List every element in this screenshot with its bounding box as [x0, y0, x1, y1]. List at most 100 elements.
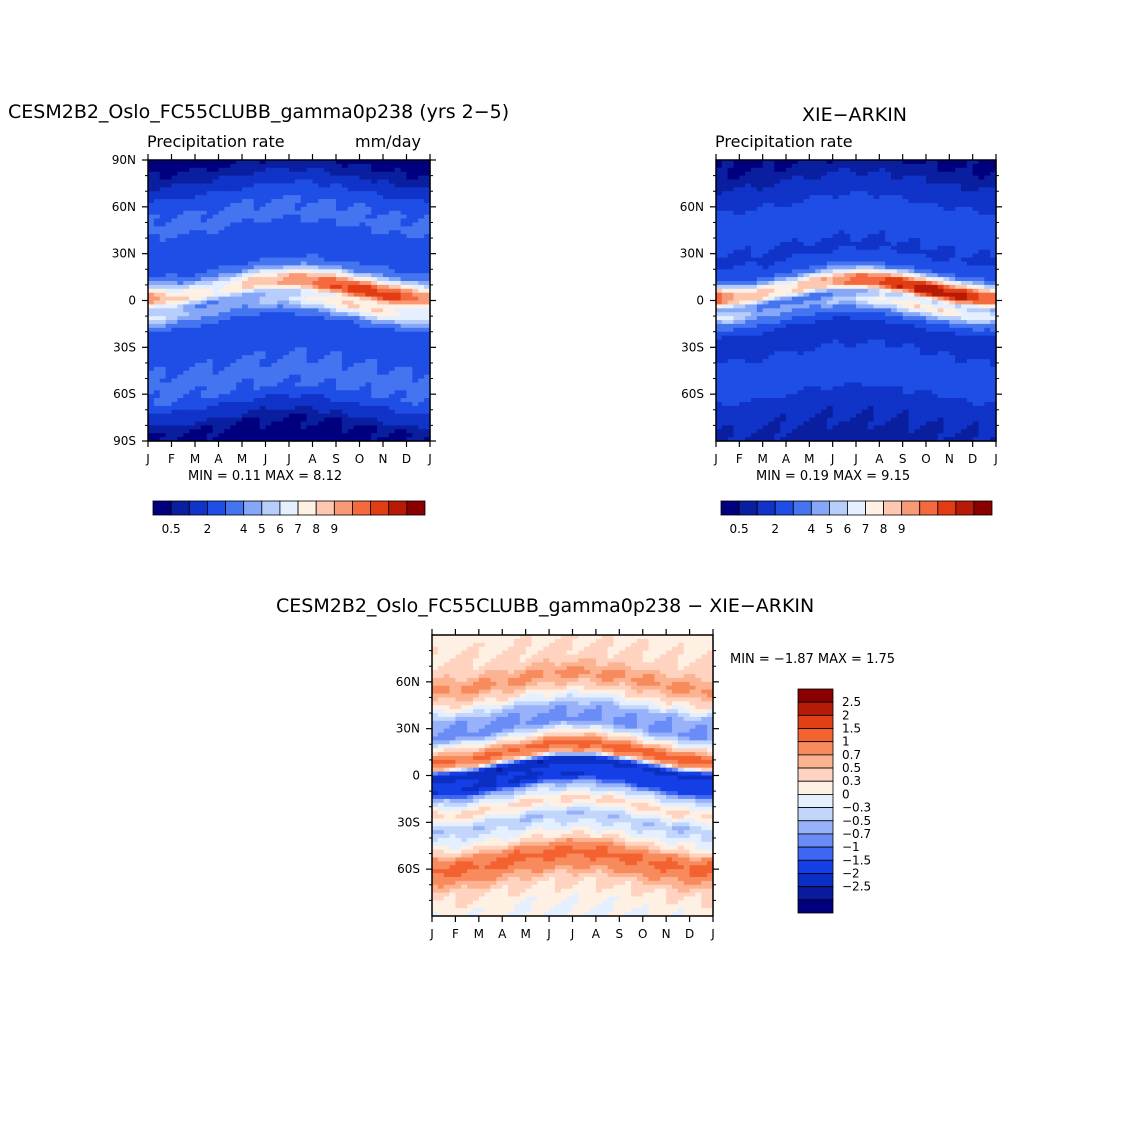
obs-cell: [751, 210, 758, 216]
model-cell: [148, 218, 155, 224]
model-cell: [259, 401, 267, 407]
model-cell: [306, 195, 314, 200]
model-cell: [159, 265, 167, 270]
model-cell: [189, 433, 196, 438]
model-cell: [353, 261, 361, 266]
obs-cell: [751, 280, 758, 286]
model-cell: [212, 284, 220, 290]
model-cell: [159, 308, 167, 313]
model-cell: [312, 234, 319, 239]
obs-cell: [716, 284, 723, 290]
obs-cell: [768, 362, 775, 368]
obs-cell: [821, 409, 828, 415]
obs-cell: [716, 417, 723, 423]
obs-cell: [727, 362, 735, 368]
model-cell: [177, 394, 184, 399]
model-cell: [177, 191, 184, 196]
model-cell: [383, 401, 390, 407]
obs-cell: [768, 257, 775, 263]
model-cell: [224, 433, 231, 438]
obs-cell: [809, 175, 816, 181]
obs-cell: [762, 323, 770, 329]
model-cell: [418, 265, 425, 270]
obs-cell: [786, 331, 793, 337]
obs-cell: [751, 304, 758, 309]
obs-cell: [727, 355, 735, 360]
obs-cell: [721, 234, 729, 239]
obs-cell: [721, 257, 729, 263]
model-cell: [424, 316, 431, 321]
model-cell: [277, 366, 284, 372]
model-cell: [283, 359, 290, 364]
model-cell: [236, 320, 243, 325]
model-cell: [412, 269, 419, 274]
model-cell: [377, 222, 384, 227]
obs-cell: [821, 218, 828, 224]
model-cell: [312, 218, 319, 224]
model-cell: [400, 210, 408, 216]
model-cell: [365, 359, 372, 364]
model-cell: [153, 171, 161, 177]
model-cell: [424, 437, 431, 442]
model-cell: [424, 331, 431, 337]
model-cell: [224, 191, 231, 196]
obs-cell: [739, 312, 746, 317]
model-cell: [289, 433, 296, 438]
obs-cell: [716, 261, 723, 266]
model-cell: [183, 277, 190, 282]
obs-cell: [733, 171, 740, 177]
model-cell: [365, 171, 372, 177]
model-cell: [148, 226, 155, 231]
model-cell: [406, 230, 413, 235]
model-cell: [271, 280, 278, 286]
model-cell: [177, 292, 184, 298]
model-cell: [347, 210, 355, 216]
model-cell: [353, 226, 361, 231]
model-cell: [306, 359, 314, 364]
obs-cell: [821, 249, 828, 255]
model-cell: [230, 327, 237, 333]
model-cell: [183, 187, 190, 192]
model-cell: [377, 323, 384, 329]
obs-cell: [716, 409, 723, 415]
model-cell: [306, 206, 314, 212]
model-cell: [365, 320, 372, 325]
obs-cell: [733, 163, 740, 169]
model-cell: [347, 312, 355, 317]
model-cell: [312, 284, 319, 290]
obs-cell: [768, 175, 775, 181]
model-cell: [306, 214, 314, 220]
model-cell: [253, 437, 261, 442]
model-cell: [247, 167, 255, 173]
model-cell: [341, 359, 349, 364]
model-cell: [424, 320, 431, 325]
model-cell: [336, 288, 343, 294]
model-cell: [277, 409, 284, 415]
obs-cell: [821, 425, 828, 430]
obs-cell: [756, 405, 764, 411]
model-cell: [259, 429, 267, 434]
model-cell: [183, 249, 190, 255]
model-cell: [418, 187, 425, 192]
obs-cell: [809, 355, 816, 360]
obs-cell: [815, 226, 822, 231]
model-cell: [306, 175, 314, 181]
model-cell: [400, 238, 408, 243]
obs-cell: [762, 398, 770, 403]
obs-cell: [727, 261, 735, 266]
model-cell: [418, 214, 425, 220]
model-cell: [283, 187, 290, 192]
model-cell: [300, 382, 308, 387]
model-cell: [218, 308, 225, 313]
obs-cell: [716, 386, 723, 391]
obs-cell: [786, 179, 793, 185]
model-cell: [247, 359, 255, 364]
model-cell: [177, 206, 184, 212]
model-cell: [377, 378, 384, 384]
model-cell: [189, 300, 196, 305]
model-cell: [289, 288, 296, 294]
model-cell: [359, 304, 366, 309]
obs-cell: [832, 167, 840, 173]
model-cell: [371, 331, 378, 337]
model-cell: [406, 238, 413, 243]
